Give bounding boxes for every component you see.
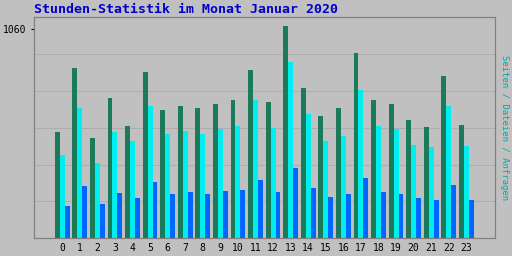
Bar <box>341 136 346 238</box>
Bar <box>188 192 193 238</box>
Bar <box>230 100 236 238</box>
Bar <box>358 90 364 238</box>
Bar <box>117 193 122 238</box>
Bar <box>236 126 241 238</box>
Bar <box>258 180 263 238</box>
Bar <box>165 134 170 238</box>
Bar <box>371 100 376 238</box>
Bar <box>223 191 228 238</box>
Bar <box>200 134 205 238</box>
Bar <box>241 190 245 238</box>
Bar <box>323 142 328 238</box>
Bar <box>464 146 469 238</box>
Bar <box>147 106 153 238</box>
Bar <box>406 120 411 238</box>
Bar <box>301 88 306 238</box>
Bar <box>394 129 398 238</box>
Bar <box>266 102 271 238</box>
Bar <box>183 131 188 238</box>
Bar <box>196 108 200 238</box>
Bar <box>411 145 416 238</box>
Bar <box>424 127 429 238</box>
Bar <box>90 137 95 238</box>
Bar <box>135 198 140 238</box>
Bar <box>143 72 147 238</box>
Text: Stunden-Statistik im Monat Januar 2020: Stunden-Statistik im Monat Januar 2020 <box>34 3 338 16</box>
Bar <box>283 26 288 238</box>
Bar <box>205 194 210 238</box>
Bar <box>178 106 183 238</box>
Bar <box>318 116 323 238</box>
Bar <box>253 100 258 238</box>
Bar <box>77 108 82 238</box>
Bar <box>82 186 87 238</box>
Bar <box>100 204 105 238</box>
Bar <box>364 178 368 238</box>
Bar <box>72 68 77 238</box>
Bar <box>271 128 275 238</box>
Bar <box>398 194 403 238</box>
Bar <box>160 110 165 238</box>
Bar <box>306 114 311 238</box>
Bar <box>65 206 70 238</box>
Bar <box>248 70 253 238</box>
Bar <box>275 192 281 238</box>
Bar <box>293 168 298 238</box>
Bar <box>346 194 351 238</box>
Bar <box>60 155 65 238</box>
Bar <box>416 198 421 238</box>
Bar <box>451 185 456 238</box>
Bar <box>354 52 358 238</box>
Bar <box>434 200 439 238</box>
Bar <box>441 76 446 238</box>
Bar <box>125 126 130 238</box>
Bar <box>130 142 135 238</box>
Bar <box>446 106 451 238</box>
Bar <box>213 104 218 238</box>
Bar <box>113 132 117 238</box>
Bar <box>288 62 293 238</box>
Bar <box>328 197 333 238</box>
Bar <box>389 104 394 238</box>
Bar <box>218 129 223 238</box>
Bar <box>311 188 315 238</box>
Bar <box>376 126 381 238</box>
Bar <box>381 192 386 238</box>
Bar <box>95 163 100 238</box>
Bar <box>170 194 175 238</box>
Bar <box>336 108 341 238</box>
Bar <box>429 147 434 238</box>
Y-axis label: Seiten / Dateien / Anfragen: Seiten / Dateien / Anfragen <box>500 55 509 200</box>
Bar <box>108 98 113 238</box>
Bar <box>459 125 464 238</box>
Bar <box>469 200 474 238</box>
Bar <box>153 182 158 238</box>
Bar <box>55 132 60 238</box>
